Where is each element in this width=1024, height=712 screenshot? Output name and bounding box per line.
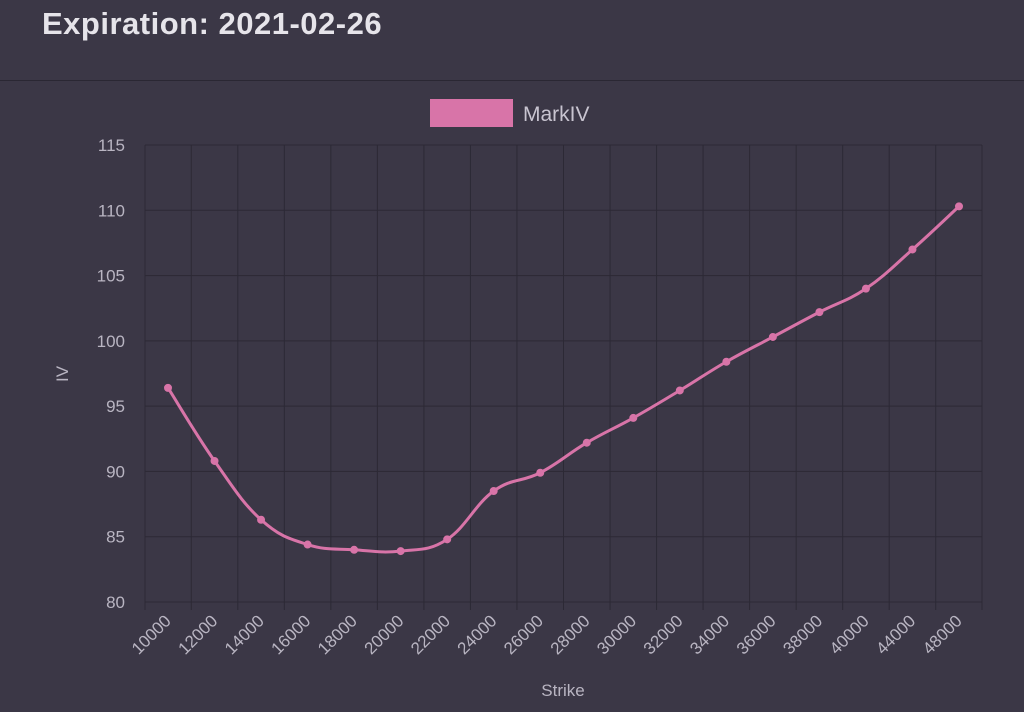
data-point[interactable] (675, 386, 684, 395)
y-axis-label: IV (53, 365, 72, 382)
data-point[interactable] (443, 535, 452, 544)
y-tick-label: 90 (106, 462, 125, 481)
x-tick-label: 38000 (779, 611, 826, 658)
legend-label[interactable]: MarkIV (523, 103, 590, 126)
series-markiv (164, 202, 963, 556)
data-point[interactable] (210, 456, 219, 465)
axes: 80 85 90 95 100 105 110 115 10000 12000 14000 16000… (97, 136, 966, 658)
data-point[interactable] (489, 487, 498, 496)
x-tick-label: 16000 (268, 611, 315, 658)
y-tick-label: 80 (106, 593, 125, 612)
legend-swatch[interactable] (430, 99, 513, 127)
x-tick-label: 34000 (686, 611, 733, 658)
y-tick-label: 85 (106, 528, 125, 547)
x-tick-label: 30000 (593, 611, 640, 658)
y-tick-label: 105 (97, 267, 125, 286)
data-point[interactable] (861, 284, 870, 293)
grid (144, 144, 983, 610)
chart-container: 80 85 90 95 100 105 110 115 10000 12000 14000 16000… (0, 81, 1024, 712)
data-point[interactable] (582, 438, 591, 447)
legend[interactable]: MarkIV (430, 99, 590, 127)
x-tick-label: 22000 (407, 611, 454, 658)
x-tick-label: 10000 (128, 611, 175, 658)
data-point[interactable] (164, 383, 172, 392)
data-point[interactable] (955, 202, 963, 211)
x-tick-label: 48000 (919, 611, 966, 658)
data-point[interactable] (396, 547, 405, 556)
line-chart: 80 85 90 95 100 105 110 115 10000 12000 14000 16000… (53, 99, 983, 700)
data-point[interactable] (815, 308, 824, 317)
x-tick-label: 28000 (547, 611, 594, 658)
data-point[interactable] (722, 357, 731, 366)
x-tick-label: 40000 (826, 611, 873, 658)
x-tick-label: 18000 (314, 611, 361, 658)
page-title: Expiration: 2021-02-26 (42, 6, 383, 41)
header: Expiration: 2021-02-26 (0, 0, 1024, 81)
x-tick-label: 26000 (500, 611, 547, 658)
x-axis-label: Strike (541, 681, 584, 700)
x-tick-label: 44000 (872, 611, 919, 658)
data-point[interactable] (350, 545, 359, 554)
x-tick-label: 14000 (221, 611, 268, 658)
y-tick-label: 100 (97, 332, 125, 351)
data-point[interactable] (908, 245, 917, 254)
x-tick-label: 20000 (361, 611, 408, 658)
x-tick-label: 12000 (174, 611, 221, 658)
y-tick-label: 110 (98, 201, 125, 220)
x-tick-label: 32000 (640, 611, 687, 658)
y-tick-label: 115 (98, 136, 125, 155)
x-tick-label: 24000 (454, 611, 501, 658)
data-point[interactable] (768, 332, 777, 341)
data-point[interactable] (536, 468, 545, 477)
data-point[interactable] (257, 515, 266, 524)
y-tick-label: 95 (106, 397, 125, 416)
data-point[interactable] (629, 413, 638, 422)
data-point[interactable] (303, 540, 312, 549)
x-tick-label: 36000 (733, 611, 780, 658)
